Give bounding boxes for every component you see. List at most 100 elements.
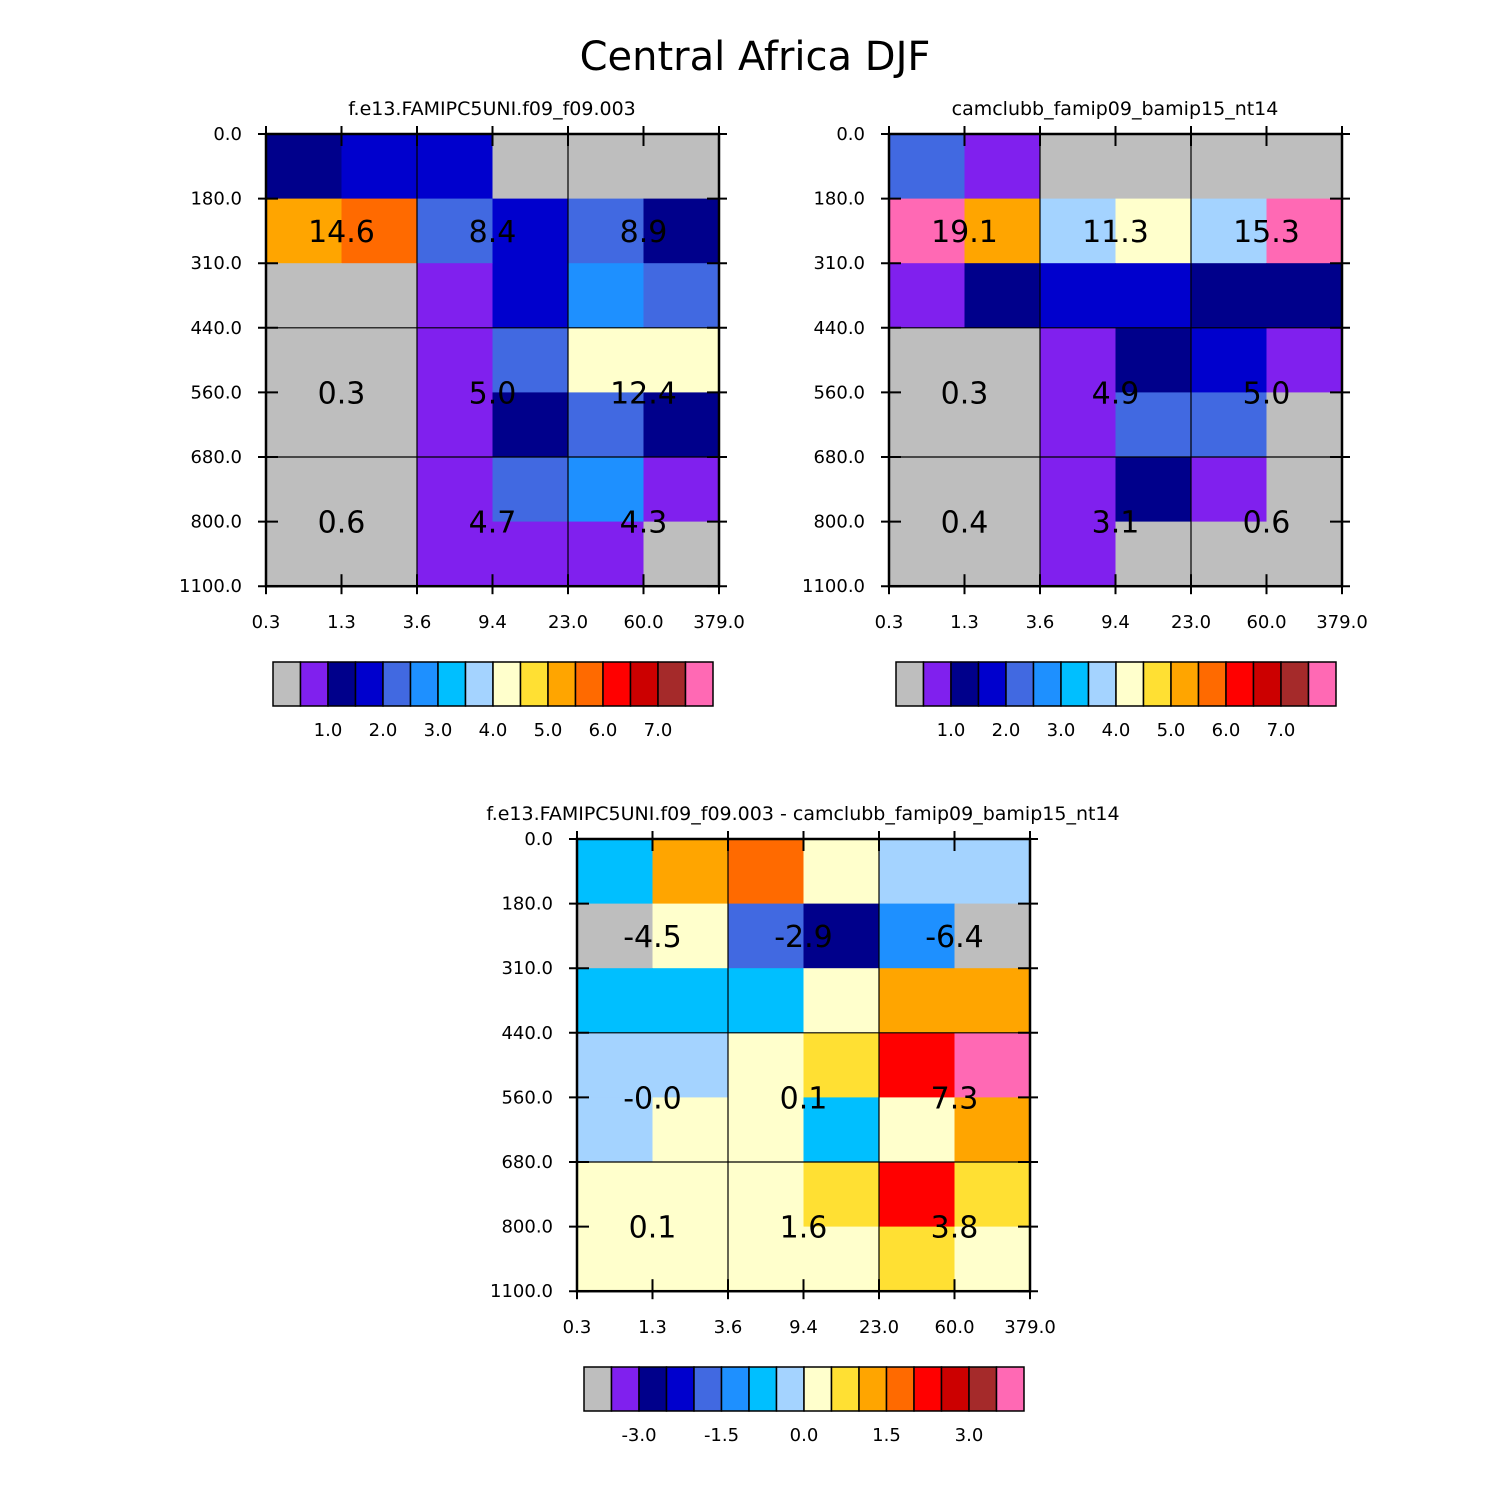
- heatmap-cell: [1191, 521, 1267, 587]
- heatmap-cell: [266, 134, 342, 200]
- heatmap-cell: [266, 457, 342, 523]
- heatmap-cell: [341, 521, 418, 587]
- heatmap-cell: [643, 134, 720, 200]
- block-value: 0.1: [629, 1211, 677, 1246]
- y-tick-label: 680.0: [813, 447, 865, 468]
- y-tick-label: 560.0: [501, 1087, 553, 1108]
- y-tick-label: 440.0: [190, 318, 242, 339]
- heatmap-cell: [652, 903, 729, 969]
- heatmap-cell: [728, 903, 804, 969]
- heatmap-cell: [1266, 263, 1343, 329]
- heatmap-cell: [417, 198, 493, 264]
- heatmap-cell: [728, 1226, 804, 1292]
- heatmap-cell: [803, 1226, 880, 1292]
- block-value: 12.4: [610, 376, 677, 411]
- heatmap-cell: [417, 457, 493, 523]
- heatmap-cell: [803, 968, 880, 1034]
- colorbar: -3.0 -1.5 0.0 1.5 3.0: [583, 1366, 1025, 1446]
- heatmap-cell: [879, 903, 955, 969]
- y-tick-label: 180.0: [501, 894, 553, 915]
- y-tick-label: 1100.0: [490, 1281, 553, 1302]
- heatmap-cell: [266, 521, 342, 587]
- x-tick-label: 0.3: [252, 612, 281, 633]
- colorbar-swatch: [895, 661, 925, 707]
- heatmap-cell: [964, 327, 1041, 393]
- heatmap-grid: [889, 134, 1343, 587]
- colorbar-label: 1.5: [872, 1425, 901, 1446]
- heatmap-cell: [964, 392, 1041, 458]
- x-tick-label: 3.6: [1026, 612, 1055, 633]
- block-value: -2.9: [774, 920, 833, 955]
- block-value: 8.4: [469, 215, 517, 250]
- y-tick-label: 440.0: [501, 1023, 553, 1044]
- colorbar-swatch: [995, 1366, 1025, 1412]
- heatmap-cell: [728, 1032, 804, 1098]
- colorbar-swatch: [830, 1366, 860, 1412]
- y-tick-label: 180.0: [190, 189, 242, 210]
- y-tick-label: 0.0: [836, 124, 865, 145]
- heatmap-cell: [803, 903, 880, 969]
- heatmap-cell: [964, 263, 1041, 329]
- colorbar-swatch: [638, 1366, 668, 1412]
- y-tick-label: 0.0: [213, 124, 242, 145]
- x-tick-label: 23.0: [548, 612, 588, 633]
- heatmap-cell: [879, 1162, 955, 1228]
- heatmap-cell: [1115, 198, 1192, 264]
- colorbar-swatch: [602, 661, 632, 707]
- x-tick-label: 1.3: [327, 612, 356, 633]
- colorbar-swatch: [684, 661, 714, 707]
- x-tick-label: 9.4: [789, 1317, 818, 1338]
- heatmap-cell: [643, 263, 720, 329]
- colorbar: 1.0 2.0 3.0 4.0 5.0 6.0 7.0: [895, 661, 1337, 741]
- colorbar-swatch: [858, 1366, 888, 1412]
- heatmap-cell: [266, 392, 342, 458]
- heatmap-cell: [492, 327, 569, 393]
- y-tick-label: 800.0: [813, 512, 865, 533]
- heatmap-cell: [266, 327, 342, 393]
- colorbar-swatch: [299, 661, 329, 707]
- heatmap-cell: [1266, 327, 1343, 393]
- heatmap-cell: [652, 1032, 729, 1098]
- colorbar-swatch: [913, 1366, 943, 1412]
- heatmap-cell: [964, 198, 1041, 264]
- heatmap-cell: [1040, 457, 1116, 523]
- heatmap-cell: [1266, 392, 1343, 458]
- x-tick-label: 23.0: [1171, 612, 1211, 633]
- heatmap-cell: [1266, 521, 1343, 587]
- heatmap-cell: [568, 198, 644, 264]
- heatmap-cell: [266, 263, 342, 329]
- heatmap-cell: [492, 198, 569, 264]
- heatmap-cell: [803, 1032, 880, 1098]
- heatmap-cell: [568, 327, 644, 393]
- heatmap-cell: [492, 521, 569, 587]
- heatmap-cell: [577, 903, 653, 969]
- heatmap-cell: [1040, 521, 1116, 587]
- colorbar-swatch: [693, 1366, 723, 1412]
- colorbar-swatch: [1032, 661, 1062, 707]
- y-tick-label: 440.0: [813, 318, 865, 339]
- block-values: 14.6 8.4 8.9 0.3 5.0 12.4 0.6 4.7 4.3: [308, 215, 677, 541]
- colorbar-label: 3.0: [955, 1425, 984, 1446]
- y-tick-label: 680.0: [501, 1152, 553, 1173]
- heatmap-cell: [954, 839, 1031, 905]
- colorbar-swatch: [950, 661, 980, 707]
- heatmap-cell: [889, 198, 965, 264]
- colorbar-label: 2.0: [369, 720, 398, 741]
- colorbar-swatch: [1005, 661, 1035, 707]
- axes: 0.0 180.0 310.0 440.0 560.0 680.0 800.0 1100.0 0…: [802, 124, 1368, 633]
- block-value: 4.3: [620, 506, 668, 541]
- colorbar-label: 7.0: [644, 720, 673, 741]
- block-values: 19.1 11.3 15.3 0.3 4.9 5.0 0.4 3.1 0.6: [931, 215, 1300, 541]
- heatmap-cell: [1115, 457, 1192, 523]
- heatmap-cell: [577, 839, 653, 905]
- colorbar-swatch: [354, 661, 384, 707]
- heatmap-cell: [889, 521, 965, 587]
- heatmap-cell: [492, 392, 569, 458]
- block-value: 0.6: [1243, 506, 1291, 541]
- heatmap-cell: [728, 1097, 804, 1163]
- heatmap-cell: [1266, 198, 1343, 264]
- colorbar-label: 5.0: [1157, 720, 1186, 741]
- panel-title: camclubb_famip09_bamip15_nt14: [952, 98, 1279, 120]
- heatmap-cell: [1115, 263, 1192, 329]
- heatmap-cell: [492, 457, 569, 523]
